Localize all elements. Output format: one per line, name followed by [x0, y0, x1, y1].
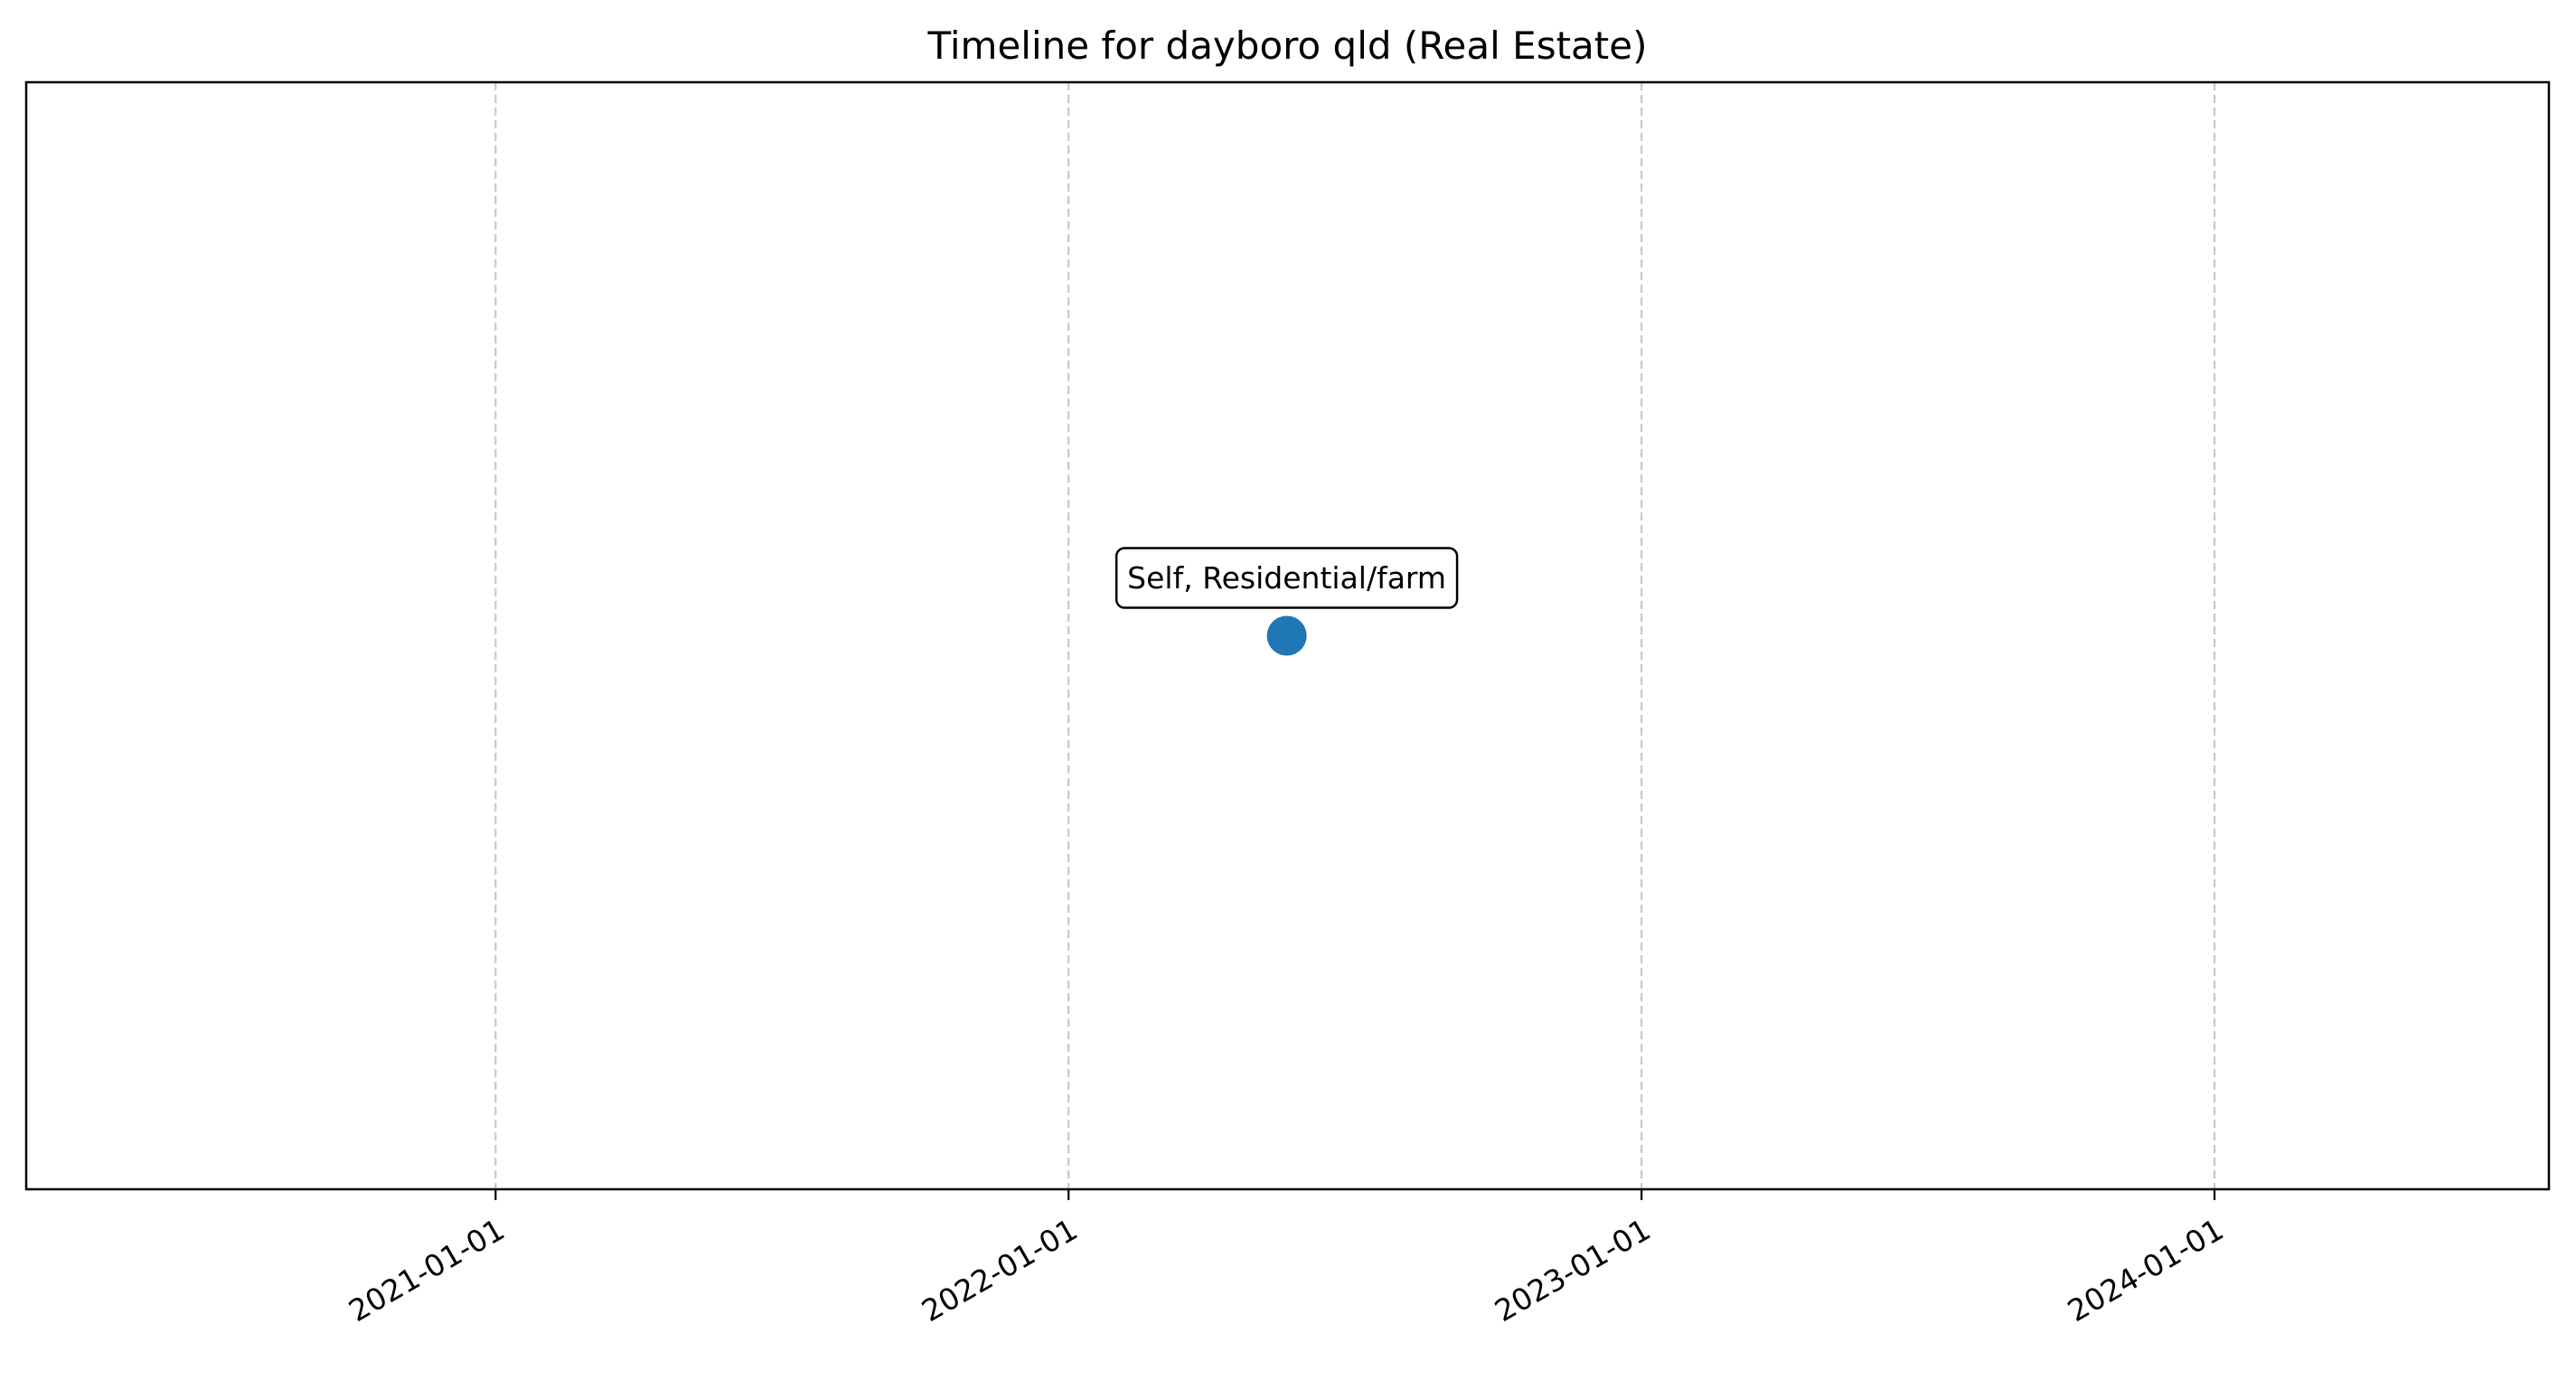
- point-annotation: Self, Residential/farm: [1114, 547, 1459, 609]
- chart-title: Timeline for dayboro qld (Real Estate): [927, 23, 1648, 68]
- data-points: Self, Residential/farm: [1114, 547, 1459, 656]
- annotation-label: Self, Residential/farm: [1127, 560, 1446, 596]
- annotation-box: [1114, 547, 1459, 609]
- plot-area-frame: [24, 80, 2551, 1191]
- x-gridlines: [494, 82, 2216, 1189]
- data-point: [1266, 615, 1307, 656]
